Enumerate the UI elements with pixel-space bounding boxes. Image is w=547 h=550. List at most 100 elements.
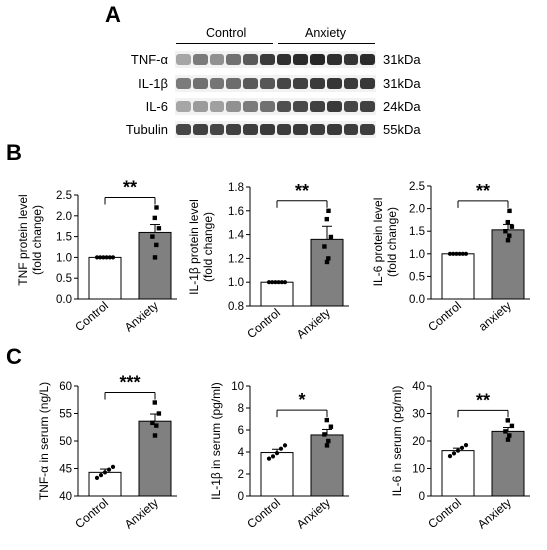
blot-strip	[175, 75, 376, 92]
y-tick-label: 1.8	[228, 182, 244, 194]
significance-marker: **	[476, 390, 490, 410]
data-point	[324, 417, 329, 423]
y-axis-label: (fold change)	[385, 207, 399, 277]
blot-protein-label: TNF-α	[130, 52, 168, 67]
y-tick-label: 1.5	[409, 226, 425, 238]
data-point	[266, 280, 272, 285]
data-point	[152, 400, 157, 405]
blot-band	[243, 78, 258, 89]
bar-control	[88, 256, 122, 300]
blot-band	[310, 78, 325, 89]
data-point	[102, 470, 108, 475]
data-point	[98, 255, 103, 260]
y-tick-label: 6	[238, 425, 244, 437]
data-point	[279, 280, 284, 285]
bar-anxiety	[491, 430, 525, 497]
x-tick-label: Control	[425, 299, 464, 335]
data-point	[454, 251, 459, 256]
significance-marker: ***	[119, 373, 140, 393]
bar-control	[260, 281, 294, 307]
y-tick-label: 50	[59, 436, 72, 448]
data-point	[328, 424, 334, 429]
blot-band	[259, 124, 275, 135]
y-tick-label: 10	[231, 381, 244, 393]
bar-control	[88, 471, 122, 497]
blot-band	[360, 124, 375, 135]
x-tick-label: Anxiety	[294, 306, 333, 342]
data-point	[110, 464, 116, 469]
y-tick-label: 20	[412, 436, 425, 448]
blot-band	[176, 124, 191, 135]
data-point	[282, 443, 288, 448]
blot-group-line-control	[176, 43, 273, 44]
blot-band	[176, 101, 191, 112]
y-tick-label: 1.5	[56, 232, 72, 244]
panel-letter-b: B	[6, 140, 22, 165]
data-point	[282, 280, 288, 285]
data-point	[457, 251, 462, 256]
data-point	[106, 467, 112, 472]
data-point	[150, 420, 155, 426]
blot-mw-label: 24kDa	[383, 99, 421, 114]
blot-band	[209, 101, 225, 112]
data-point	[154, 423, 159, 428]
data-point	[503, 229, 508, 234]
y-tick-label: 1.4	[228, 230, 245, 242]
blot-strip	[175, 98, 376, 115]
blot-band	[276, 54, 292, 65]
data-point	[322, 432, 327, 437]
y-tick-label: 45	[59, 464, 72, 476]
blot-band	[326, 78, 342, 89]
blot-strip	[175, 121, 376, 138]
y-tick-label: 8	[238, 403, 244, 415]
x-tick-label: anxiety	[476, 299, 514, 334]
x-tick-label: Anxiety	[122, 299, 161, 335]
data-point	[451, 451, 457, 456]
blot-band	[310, 101, 325, 112]
data-point	[273, 280, 278, 285]
blot-band	[259, 54, 275, 65]
blot-band	[276, 78, 292, 89]
data-point	[101, 255, 106, 260]
y-axis-label: (fold change)	[30, 205, 44, 275]
y-tick-label: 4	[238, 447, 245, 459]
y-tick-label: 0.5	[56, 273, 72, 285]
data-point	[94, 255, 100, 260]
data-point	[505, 238, 511, 243]
y-tick-label: 0.8	[228, 301, 244, 313]
blot-band	[310, 124, 325, 135]
y-tick-label: 2	[238, 469, 244, 481]
blot-group-line-anxiety	[278, 43, 375, 44]
data-point	[326, 438, 331, 444]
data-point	[447, 454, 453, 459]
data-point	[110, 255, 116, 260]
blot-band	[343, 54, 359, 65]
blot-strip	[175, 51, 376, 68]
data-point	[98, 473, 104, 478]
y-axis-label: IL-6 in serum (pg/ml)	[390, 386, 404, 497]
blot-protein-label: Tubulin	[125, 122, 168, 137]
data-point	[324, 443, 330, 448]
data-point	[447, 251, 453, 256]
blot-band	[259, 78, 275, 89]
x-tick-label: Control	[72, 496, 111, 532]
y-tick-label: 2.5	[409, 181, 425, 193]
y-tick-label: 40	[59, 491, 72, 503]
blot-band	[310, 54, 325, 65]
blot-band	[360, 78, 375, 89]
blot-band	[176, 78, 191, 89]
data-point	[322, 244, 327, 249]
data-point	[107, 255, 112, 260]
blot-band	[243, 54, 258, 65]
western-blot: Control Anxiety TNF-α 31kDa IL-1β 31kDa IL-6…	[0, 0, 547, 140]
data-point	[503, 429, 508, 434]
y-tick-label: 10	[412, 464, 425, 476]
blot-band	[259, 101, 275, 112]
blot-band	[209, 124, 225, 135]
bar-anxiety	[138, 420, 172, 497]
blot-band	[343, 101, 359, 112]
data-point	[463, 251, 469, 256]
significance-marker: **	[123, 177, 137, 197]
x-tick-label: Control	[244, 496, 283, 532]
y-tick-label: 60	[59, 381, 72, 393]
